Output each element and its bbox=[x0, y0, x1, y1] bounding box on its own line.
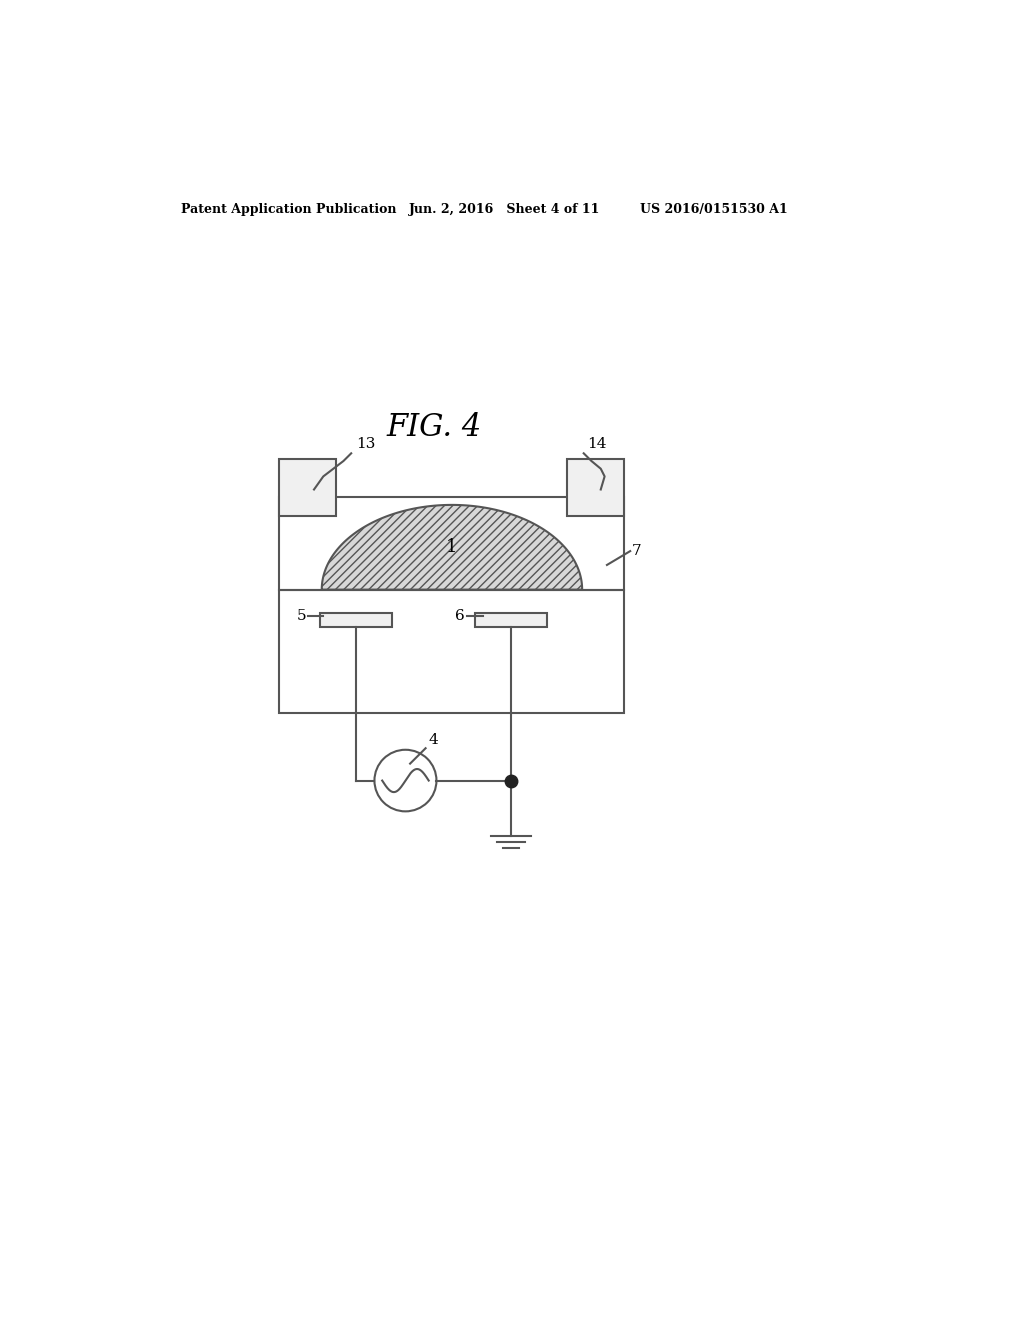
Text: 4: 4 bbox=[429, 733, 438, 747]
Text: 14: 14 bbox=[587, 437, 606, 451]
Polygon shape bbox=[321, 612, 391, 627]
Text: FIG. 4: FIG. 4 bbox=[386, 412, 481, 444]
Text: 6: 6 bbox=[456, 609, 465, 623]
Polygon shape bbox=[475, 612, 547, 627]
Text: Jun. 2, 2016   Sheet 4 of 11: Jun. 2, 2016 Sheet 4 of 11 bbox=[409, 203, 600, 216]
Text: 7: 7 bbox=[632, 544, 641, 558]
Text: 13: 13 bbox=[356, 437, 376, 451]
Polygon shape bbox=[280, 459, 336, 516]
Text: US 2016/0151530 A1: US 2016/0151530 A1 bbox=[640, 203, 787, 216]
Text: Patent Application Publication: Patent Application Publication bbox=[180, 203, 396, 216]
Text: 5: 5 bbox=[297, 609, 306, 623]
Polygon shape bbox=[567, 459, 624, 516]
Polygon shape bbox=[322, 506, 583, 590]
Text: 1: 1 bbox=[446, 539, 458, 556]
